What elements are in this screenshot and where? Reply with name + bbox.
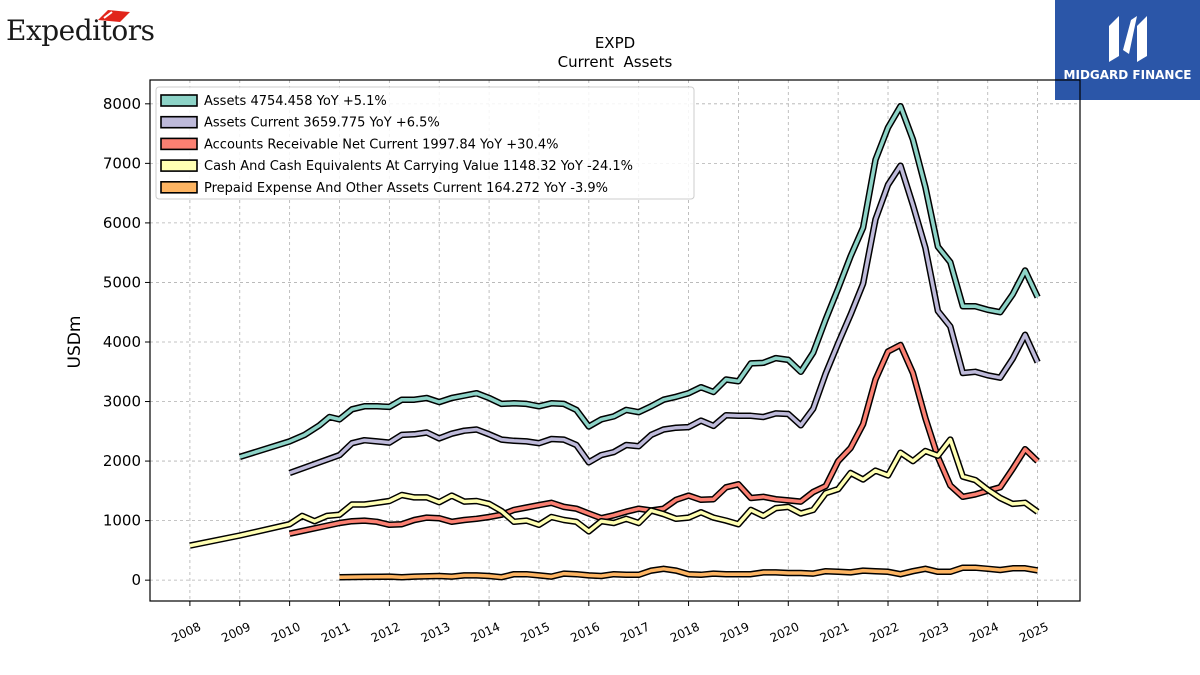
y-tick-label: 7000	[103, 154, 141, 172]
y-tick-label: 6000	[103, 214, 141, 232]
legend-swatch	[160, 137, 198, 151]
x-tick-label: 2021	[818, 620, 852, 646]
legend-box	[155, 86, 695, 200]
y-tick-label: 8000	[103, 95, 141, 113]
series-line	[239, 104, 1040, 459]
legend-entry: Accounts Receivable Net Current 1997.84 …	[160, 137, 559, 152]
midgard-finance-logo: MIDGARD FINANCE	[1055, 0, 1200, 100]
x-tick-label: 2022	[868, 620, 902, 646]
x-tick-label: 2023	[917, 620, 951, 646]
midgard-mark-icon	[1109, 16, 1147, 62]
x-tick-label: 2018	[668, 620, 702, 646]
legend: Assets 4754.458 YoY +5.1% Assets Current …	[155, 86, 695, 200]
legend-label: Prepaid Expense And Other Assets Current…	[204, 181, 608, 196]
x-tick-label: 2008	[169, 620, 203, 646]
y-axis-label: USDm	[65, 316, 85, 369]
grid	[150, 80, 1080, 601]
series-line	[339, 565, 1038, 579]
x-tick-label: 2025	[1017, 620, 1051, 646]
x-tick-label: 2009	[219, 620, 253, 646]
x-axis: 2008 2009 2010 2011 2012 2013 2014 2015 2016 2017…	[169, 601, 1051, 646]
series-line	[289, 163, 1040, 475]
chart-title: EXPD	[595, 34, 635, 52]
x-tick-label: 2019	[718, 620, 752, 646]
x-tick-label: 2010	[269, 620, 303, 646]
plot-frame	[149, 79, 1081, 602]
series-3	[189, 436, 1040, 549]
x-tick-label: 2011	[319, 620, 353, 646]
x-tick-label: 2020	[768, 620, 802, 646]
y-tick-label: 4000	[103, 333, 141, 351]
legend-label: Cash And Cash Equivalents At Carrying Va…	[204, 159, 633, 174]
x-tick-label: 2024	[967, 620, 1001, 646]
legend-entry: Assets Current 3659.775 YoY +6.5%	[160, 115, 440, 131]
legend-swatch	[160, 115, 198, 129]
x-tick-label: 2015	[518, 620, 552, 646]
legend-entry: Cash And Cash Equivalents At Carrying Va…	[160, 159, 633, 174]
legend-swatch	[160, 159, 198, 172]
series-layer	[189, 102, 1041, 581]
series-1	[288, 162, 1041, 477]
flag-icon	[98, 10, 130, 22]
series-2	[288, 341, 1040, 537]
midgard-finance-text: MIDGARD FINANCE	[1063, 68, 1192, 82]
legend-label: Accounts Receivable Net Current 1997.84 …	[204, 137, 559, 152]
y-tick-label: 2000	[103, 452, 141, 470]
x-tick-label: 2016	[568, 620, 602, 646]
y-axis: 0 1000 2000 3000 4000 5000 6000 7000 8000	[103, 95, 150, 589]
legend-label: Assets 4754.458 YoY +5.1%	[204, 94, 387, 109]
expeditors-logo-text: Expeditors	[6, 14, 155, 47]
legend-entry: Prepaid Expense And Other Assets Current…	[160, 181, 608, 196]
legend-swatch	[160, 181, 198, 194]
series-line	[289, 343, 1039, 536]
y-tick-label: 0	[131, 571, 141, 589]
legend-label: Assets Current 3659.775 YoY +6.5%	[204, 116, 440, 131]
series-4	[339, 564, 1039, 581]
x-tick-label: 2012	[369, 620, 403, 646]
series-line	[189, 437, 1039, 548]
y-tick-label: 1000	[103, 512, 141, 530]
x-tick-label: 2013	[419, 620, 453, 646]
x-tick-label: 2014	[469, 620, 503, 646]
series-outline	[288, 341, 1040, 537]
legend-entry: Assets 4754.458 YoY +5.1%	[160, 94, 387, 109]
y-tick-label: 3000	[103, 393, 141, 411]
x-tick-label: 2017	[618, 620, 652, 646]
chart-subtitle: Current Assets	[558, 53, 673, 71]
expeditors-logo: Expeditors	[6, 4, 166, 50]
y-tick-label: 5000	[103, 273, 141, 291]
legend-swatch	[160, 94, 198, 107]
series-0	[238, 102, 1041, 461]
